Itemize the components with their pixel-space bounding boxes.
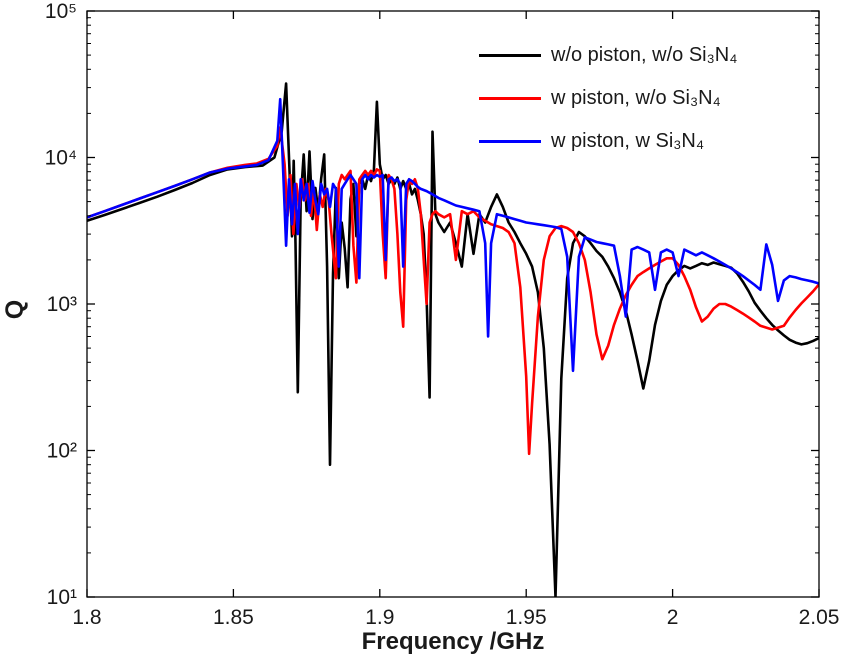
x-axis-label: Frequency /GHz [361, 628, 545, 655]
legend: w/o piston, w/o Si₃N₄ w piston, w/o Si₃N… [479, 40, 737, 169]
series-line-0 [87, 82, 819, 597]
legend-line-sample-black [479, 54, 541, 57]
x-tick-label: 1.95 [506, 606, 547, 629]
y-tick-label: 10⁴ [45, 147, 77, 170]
x-tick-label: 2.05 [799, 606, 840, 629]
x-tick-label: 2 [667, 606, 679, 629]
x-tick-label: 1.8 [72, 606, 101, 629]
y-tick-label: 10¹ [47, 586, 77, 609]
legend-label: w piston, w/o Si₃N₄ [551, 87, 721, 109]
legend-item-red: w piston, w/o Si₃N₄ [479, 83, 737, 114]
legend-label: w/o piston, w/o Si₃N₄ [551, 44, 738, 66]
x-tick-label: 1.9 [365, 606, 394, 629]
y-tick-label: 10⁵ [45, 0, 77, 23]
y-tick-label: 10³ [47, 293, 77, 316]
x-tick-label: 1.85 [213, 606, 254, 629]
legend-item-black: w/o piston, w/o Si₃N₄ [479, 40, 737, 71]
series-line-2 [87, 97, 819, 373]
y-tick-label: 10² [47, 440, 77, 463]
legend-item-blue: w piston, w Si₃N₄ [479, 126, 737, 157]
y-axis-label: Q [1, 299, 30, 320]
legend-label: w piston, w Si₃N₄ [551, 130, 705, 152]
legend-line-sample-red [479, 97, 541, 100]
legend-line-sample-blue [479, 140, 541, 143]
series-line-1 [87, 126, 819, 456]
